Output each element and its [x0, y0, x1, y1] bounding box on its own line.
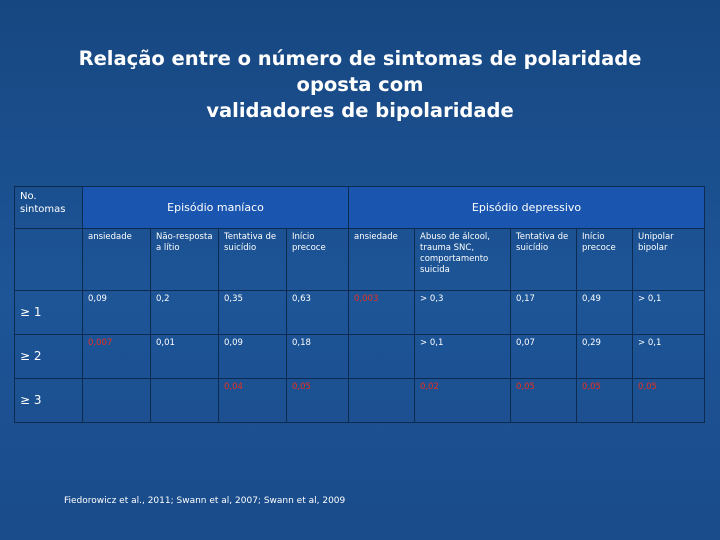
column-header-row: ansiedade Não-resposta a lítio Tentativa… [14, 228, 706, 291]
table-cell [82, 378, 151, 423]
table-cell: 0,05 [510, 378, 578, 423]
table-cell [348, 334, 416, 379]
column-header: Unipolar bipolar [632, 228, 706, 291]
table-cell: 0,09 [218, 334, 287, 379]
results-table: No. sintomas Episódio maníaco Episódio d… [14, 186, 706, 423]
table-cell: 0,05 [576, 378, 634, 423]
table-cell: 0,29 [576, 334, 634, 379]
table-cell: 0,01 [150, 334, 219, 379]
corner-header: No. sintomas [14, 186, 83, 229]
table-cell: > 0,3 [414, 290, 512, 335]
table-row: ≥ 1 0,09 0,2 0,35 0,63 0,003 > 0,3 0,17 … [14, 290, 706, 335]
table-cell: 0,04 [218, 378, 287, 423]
table-cell [348, 378, 416, 423]
table-cell: > 0,1 [632, 290, 706, 335]
slide-title-line-2: validadores de bipolaridade [206, 99, 514, 122]
table-cell: > 0,1 [414, 334, 512, 379]
column-header: Início precoce [576, 228, 634, 291]
row-label: ≥ 3 [14, 378, 83, 423]
group-header-maniac: Episódio maníaco [81, 186, 350, 229]
group-header-depressive: Episódio depressivo [348, 186, 706, 229]
column-header: Início precoce [285, 228, 350, 291]
citation-text: Fiedorowicz et al., 2011; Swann et al, 2… [64, 496, 346, 506]
table-cell: 0,003 [348, 290, 416, 335]
slide-title: Relação entre o número de sintomas de po… [40, 46, 680, 124]
table-cell: 0,007 [82, 334, 151, 379]
table-cell: 0,35 [218, 290, 287, 335]
table-row: ≥ 3 0,04 0,05 0,02 0,05 0,05 0,05 [14, 378, 706, 423]
table-cell: 0,63 [285, 290, 350, 335]
row-label: ≥ 2 [14, 334, 83, 379]
table-cell: 0,05 [632, 378, 706, 423]
table-cell [150, 378, 219, 423]
table-cell: 0,2 [150, 290, 219, 335]
table-cell: 0,18 [285, 334, 350, 379]
table-cell: 0,49 [576, 290, 634, 335]
column-header: Tentativa de suicídio [510, 228, 578, 291]
row-label: ≥ 1 [14, 290, 83, 335]
column-header-empty [14, 228, 83, 291]
slide-title-line-1: Relação entre o número de sintomas de po… [78, 47, 642, 96]
table-cell: 0,07 [510, 334, 578, 379]
column-header: Não-resposta a lítio [150, 228, 219, 291]
table-cell: > 0,1 [632, 334, 706, 379]
table-cell: 0,17 [510, 290, 578, 335]
table-cell: 0,09 [82, 290, 151, 335]
column-header: ansiedade [348, 228, 416, 291]
column-header: ansiedade [82, 228, 151, 291]
table-cell: 0,02 [414, 378, 512, 423]
group-header-row: No. sintomas Episódio maníaco Episódio d… [14, 186, 706, 229]
column-header: Tentativa de suicídio [218, 228, 287, 291]
column-header: Abuso de álcool, trauma SNC, comportamen… [414, 228, 512, 291]
table-cell: 0,05 [285, 378, 350, 423]
table-row: ≥ 2 0,007 0,01 0,09 0,18 > 0,1 0,07 0,29… [14, 334, 706, 379]
